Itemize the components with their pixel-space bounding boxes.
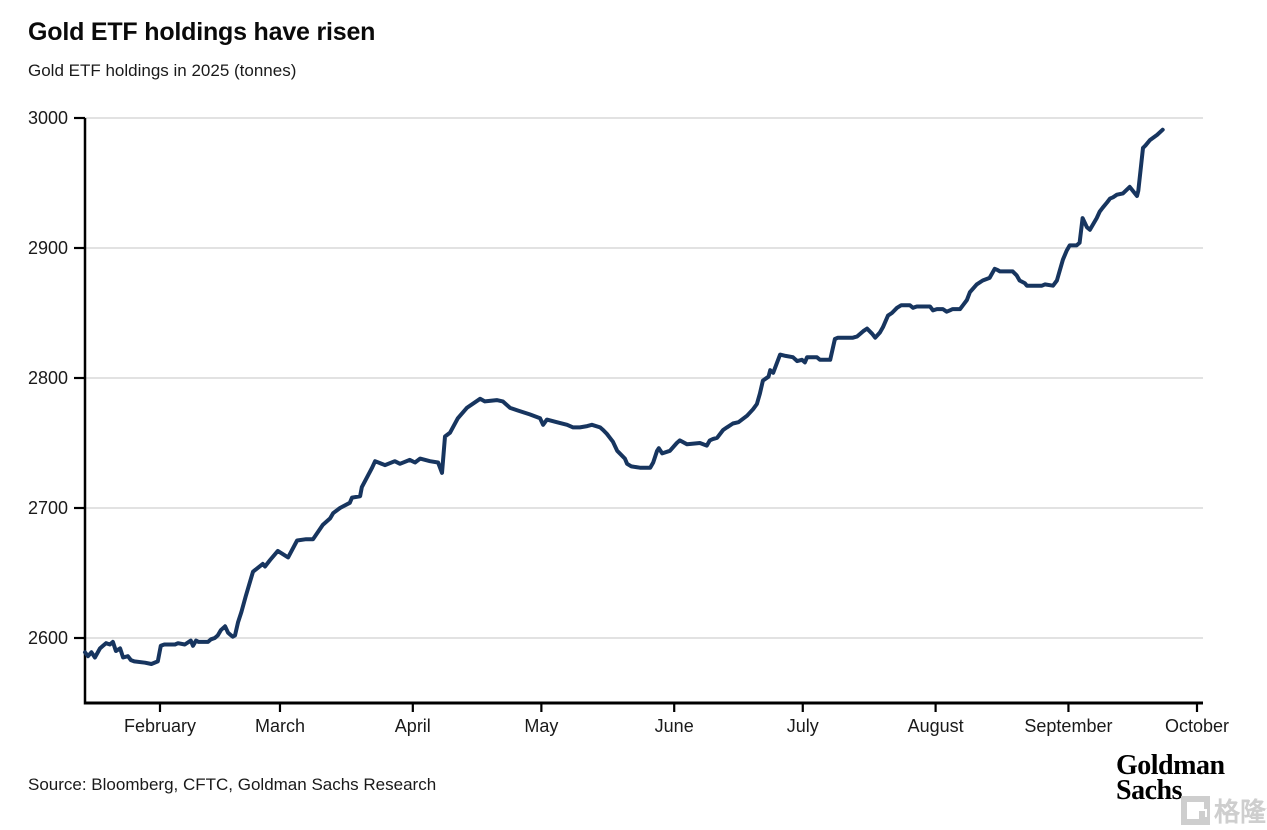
x-axis-label: July <box>787 716 819 736</box>
gelonghui-watermark: 格隆汇 <box>1180 792 1267 829</box>
source-note: Source: Bloomberg, CFTC, Goldman Sachs R… <box>28 775 437 794</box>
chart-subtitle: Gold ETF holdings in 2025 (tonnes) <box>28 61 297 80</box>
watermark-text: 格隆汇 <box>1214 797 1267 827</box>
x-axis-label: April <box>395 716 431 736</box>
y-axis-label: 2900 <box>28 238 68 258</box>
chart-title: Gold ETF holdings have risen <box>28 18 376 46</box>
y-axis-label: 2700 <box>28 498 68 518</box>
x-axis-label: August <box>908 716 964 736</box>
y-axis-label: 2600 <box>28 628 68 648</box>
y-axis-label: 2800 <box>28 368 68 388</box>
x-axis-label: February <box>124 716 196 736</box>
y-axis-label: 3000 <box>28 108 68 128</box>
goldman-sachs-logo-line1: Goldman <box>1116 750 1225 781</box>
x-axis-label: June <box>655 716 694 736</box>
x-axis-label: March <box>255 716 305 736</box>
goldman-sachs-logo-line2: Sachs <box>1116 775 1182 806</box>
series-line <box>83 127 1165 666</box>
x-axis-label: May <box>524 716 558 736</box>
goldman-sachs-logo: Goldman Sachs <box>1116 750 1225 806</box>
x-axis-label: September <box>1024 716 1112 736</box>
gelonghui-logo-icon <box>1181 796 1210 825</box>
x-axis-label: October <box>1165 716 1229 736</box>
